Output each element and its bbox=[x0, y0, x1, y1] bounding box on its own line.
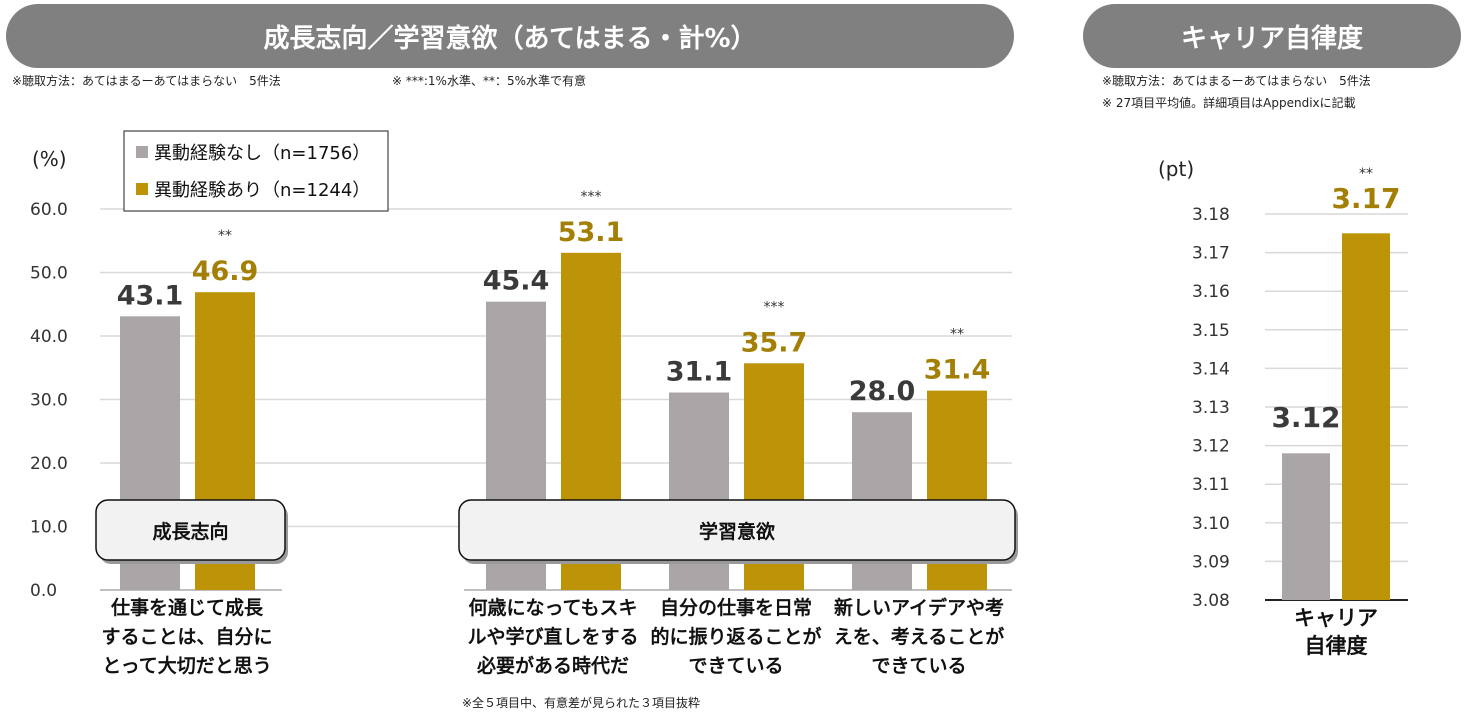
right-title-banner: キャリア自律度 bbox=[1083, 4, 1461, 68]
y-tick-label: 20.0 bbox=[30, 454, 68, 474]
group-box bbox=[95, 499, 286, 561]
y-tick-label: 3.10 bbox=[1192, 514, 1230, 534]
significance-marker: ** bbox=[218, 228, 232, 244]
significance-note: ※ ***:1%水準、**：5%水準で有意 bbox=[392, 74, 586, 88]
data-label: 35.7 bbox=[741, 327, 808, 358]
category-label: 新しいアイデアや考 bbox=[834, 596, 1004, 619]
category-label: できている bbox=[871, 655, 966, 677]
legend-label: 異動経験あり（n=1244） bbox=[154, 180, 370, 201]
y-tick-label: 3.11 bbox=[1192, 475, 1230, 495]
y-tick-label: 3.09 bbox=[1192, 552, 1230, 572]
y-tick-label: 40.0 bbox=[30, 327, 68, 347]
bar bbox=[1342, 233, 1390, 601]
significance-marker: ** bbox=[1359, 166, 1373, 182]
y-axis-unit: (%) bbox=[32, 147, 67, 171]
category-label: 必要がある時代だ bbox=[476, 654, 629, 677]
data-label: 43.1 bbox=[117, 280, 184, 311]
category-label: できている bbox=[688, 655, 783, 677]
category-label: とって大切だと思う bbox=[102, 654, 271, 677]
right-title: キャリア自律度 bbox=[1180, 23, 1363, 54]
footnote: ※全５項目中、有意差が見られた３項目抜粋 bbox=[462, 696, 701, 710]
y-tick-label: 3.12 bbox=[1192, 437, 1230, 457]
y-tick-label: 3.14 bbox=[1192, 359, 1230, 379]
data-label: 46.9 bbox=[192, 256, 259, 287]
y-axis-unit: (pt) bbox=[1158, 157, 1194, 181]
significance-marker: ** bbox=[950, 327, 964, 343]
y-tick-label: 3.18 bbox=[1192, 205, 1230, 225]
right-method-note: ※聴取方法：あてはまるーあてはまらない 5件法 bbox=[1102, 74, 1371, 88]
data-label: 28.0 bbox=[849, 376, 916, 407]
legend-swatch bbox=[136, 146, 148, 158]
group-label: 学習意欲 bbox=[699, 520, 775, 543]
data-label: 31.1 bbox=[666, 357, 733, 388]
data-label: 3.17 bbox=[1331, 182, 1400, 215]
category-label: えを、考えることが bbox=[834, 625, 1004, 648]
category-label: することは、自分に bbox=[101, 625, 272, 648]
legend-label: 異動経験なし（n=1756） bbox=[154, 143, 370, 164]
y-tick-label: 3.17 bbox=[1192, 244, 1230, 264]
y-tick-label: 50.0 bbox=[30, 264, 68, 284]
category-label: 自律度 bbox=[1305, 634, 1368, 658]
data-label: 53.1 bbox=[558, 217, 625, 248]
legend-box bbox=[123, 130, 389, 212]
category-label: キャリア bbox=[1294, 606, 1378, 630]
left-title: 成長志向／学習意欲（あてはまる・計%） bbox=[263, 23, 757, 54]
left-title-banner: 成長志向／学習意欲（あてはまる・計%） bbox=[6, 4, 1014, 68]
data-label: 45.4 bbox=[483, 266, 550, 297]
data-label: 3.12 bbox=[1271, 401, 1340, 434]
significance-marker: *** bbox=[764, 299, 785, 315]
data-label: 31.4 bbox=[924, 355, 991, 386]
y-tick-label: 30.0 bbox=[30, 391, 68, 411]
y-tick-label: 3.13 bbox=[1192, 398, 1230, 418]
group-box bbox=[458, 499, 1016, 561]
category-label: ルや学び直しをする bbox=[467, 625, 638, 648]
category-label: 何歳になってもスキ bbox=[468, 596, 637, 619]
category-label: 仕事を通じて成長 bbox=[110, 596, 264, 619]
legend-swatch bbox=[136, 183, 148, 195]
category-label: 的に振り返ることが bbox=[650, 625, 821, 648]
right-items-note: ※ 27項目平均値。詳細項目はAppendixに記載 bbox=[1102, 96, 1356, 110]
y-tick-label: 3.15 bbox=[1192, 321, 1230, 341]
group-label: 成長志向 bbox=[152, 520, 228, 543]
left-method-note: ※聴取方法：あてはまるーあてはまらない 5件法 bbox=[12, 74, 281, 88]
y-tick-label: 0.0 bbox=[30, 581, 57, 601]
bar bbox=[1282, 453, 1330, 600]
y-tick-label: 60.0 bbox=[30, 200, 68, 220]
y-tick-label: 10.0 bbox=[30, 518, 68, 538]
category-label: 自分の仕事を日常 bbox=[660, 596, 812, 619]
y-tick-label: 3.08 bbox=[1192, 591, 1230, 611]
significance-marker: *** bbox=[581, 189, 602, 205]
y-tick-label: 3.16 bbox=[1192, 282, 1230, 302]
